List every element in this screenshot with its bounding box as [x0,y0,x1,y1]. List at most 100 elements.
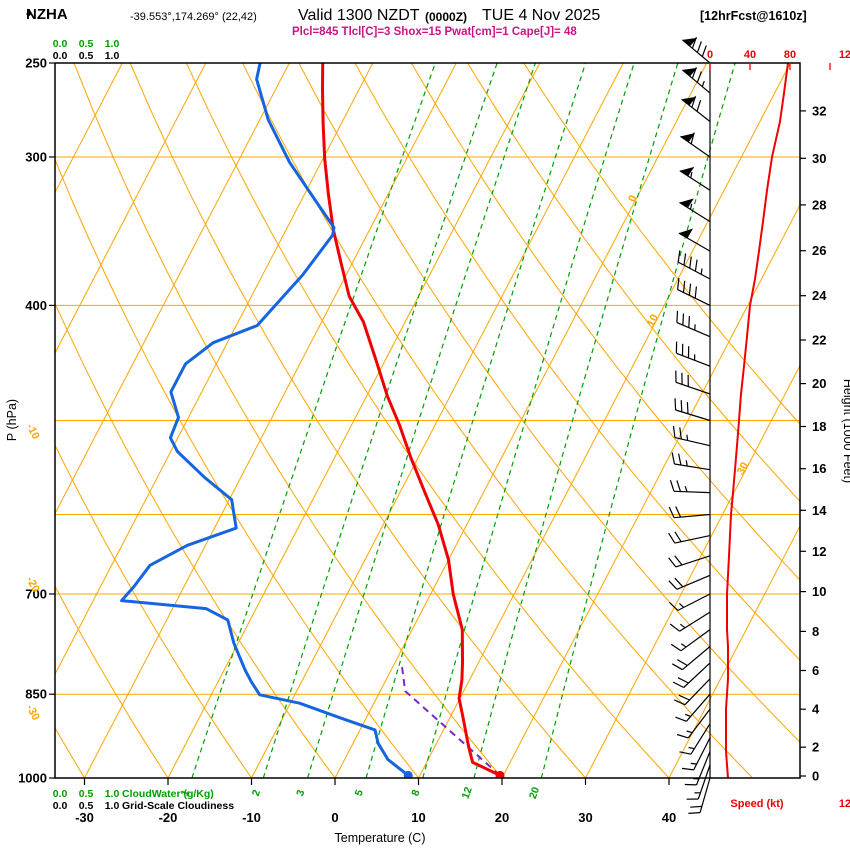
height-tick-label: 0 [812,769,819,784]
wind-barb-staff [682,39,711,64]
dry-adiabat-line [410,63,800,581]
wind-barb-feather [682,280,686,293]
valid-date: TUE 4 Nov 2025 [482,7,601,24]
wind-barb-half [688,746,695,750]
temp-tick-label: -10 [242,810,261,825]
wind-barb-half [684,486,688,492]
temp-tick-label: 20 [495,810,509,825]
wind-barb-feather [689,256,692,269]
dry-adiabat-line [129,63,586,778]
pressure-tick-label: 300 [25,150,47,165]
mixing-ratio-line [262,63,498,778]
wind-barb-feather [676,659,688,667]
wind-barb-feather [669,623,680,632]
wind-barb-staff [676,322,711,338]
pressure-tick-label: 700 [25,587,47,602]
wind-barb-flag [679,166,695,177]
temperature-curve [321,63,501,777]
valid-time: Valid 1300 NZDT [298,7,420,24]
wind-barb-staff [674,463,711,471]
wind-barb-flag [679,198,694,208]
wind-panel [668,36,789,814]
dry-adiabat-line [73,63,503,778]
temp-tick-label: 40 [662,810,676,825]
wind-barb-feather [676,310,679,323]
wind-barb-staff [699,777,711,813]
wind-barb-staff [683,662,711,688]
wind-barb-feather [679,427,682,440]
height-tick-label: 2 [812,740,819,755]
height-tick-label: 20 [812,376,826,391]
dewpoint-curve [120,63,410,777]
speed-tick-label: 120 [839,49,850,61]
wind-barb-feather [696,41,702,53]
wind-barb-staff [676,574,711,590]
wind-barb-feather [688,283,692,296]
wind-barb-feather [677,277,680,290]
wind-barb-feather [696,100,702,112]
height-tick-label: 26 [812,243,826,258]
wind-barb-feather [696,71,702,83]
wind-barb-flag [682,37,698,47]
wind-barb-half [680,643,687,648]
dry-adiabat-line [523,63,800,425]
wind-barb-staff [680,629,711,652]
isotherm-line [84,63,457,778]
plot-border [54,62,801,779]
isotherm-line [55,63,374,676]
height-tick-label: 18 [812,419,826,434]
dry-adiabat-line [55,158,419,778]
mixing-ratio-line [191,63,436,778]
wind-barb-staff [673,490,711,494]
wind-barb-staff [680,135,711,158]
wind-barb-feather [672,425,676,438]
sounding-profiles [120,63,505,778]
mixing-ratio-line [307,63,536,778]
height-tick-label: 12 [812,544,826,559]
wind-barb-feather [690,805,702,808]
cloudiness-axis-title: Grid-Scale Cloudiness [122,800,234,812]
height-tick-label: 6 [812,663,819,678]
pressure-tick-label: 400 [25,298,47,313]
mixing-ratio-label: 12 [460,785,475,800]
height-tick-label: 16 [812,461,826,476]
height-tick-label: 10 [812,584,826,599]
temp-tick-label: -20 [159,810,178,825]
isotherm-line [418,63,791,778]
cloudwater-scale-label: 0.5 [79,38,94,50]
wind-barb-half [690,762,697,765]
mixing-ratio-label: 1 [179,788,192,798]
wind-barb-half [686,730,693,734]
surface-temp-dot [495,770,505,778]
dry-adiabat-line [185,63,670,778]
wind-barb-feather [686,402,689,414]
cloudwater-scale-label: 1.0 [105,38,120,50]
height-tick-label: 32 [812,103,826,118]
wind-barb-staff [678,232,711,252]
wind-barb-feather [690,132,695,144]
pressure-axis-title: P (hPa) [5,399,19,441]
mixing-ratio-label: 20 [527,785,542,800]
mixing-ratio-line [540,63,736,778]
isotherm-line [585,364,800,778]
height-tick-label: 22 [812,333,826,348]
speed-tick-label: 0 [707,49,713,61]
speed-tick-label: 120 [839,798,850,810]
temp-tick-label: 10 [411,810,425,825]
wind-barb-half [700,268,703,275]
dry-adiabat-line [354,63,800,661]
speed-curve [725,62,789,779]
isotherm-line [334,63,708,778]
wind-barb-staff [681,98,711,122]
background-grid [55,63,800,778]
wind-barb-feather [681,767,694,771]
wind-barb-feather [694,259,698,272]
wind-barb-staff [677,261,711,280]
surface-dewpoint-dot [403,770,413,778]
pressure-tick-label: 250 [25,56,47,71]
wind-barb-feather [672,681,684,689]
dry-adiabat-line [55,585,169,778]
